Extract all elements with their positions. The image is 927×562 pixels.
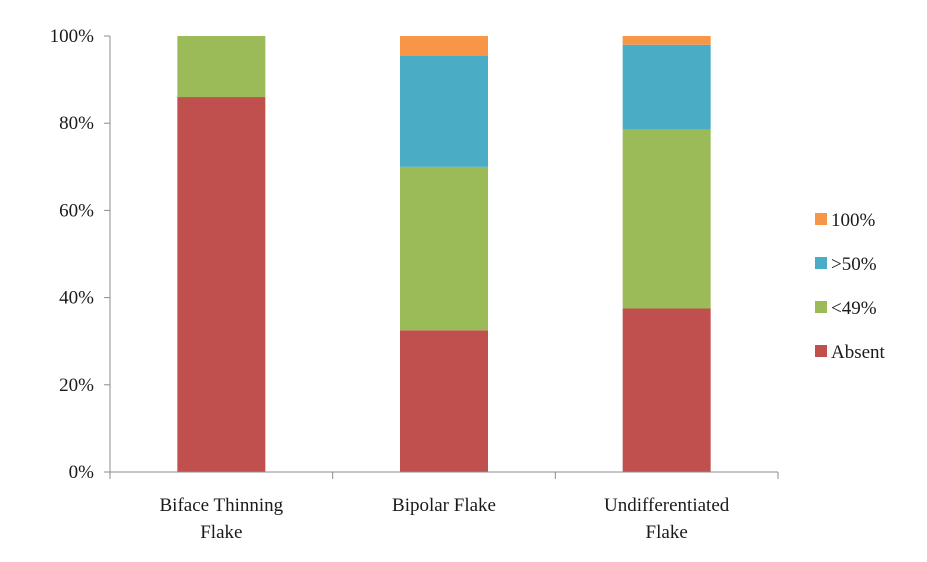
bar-segment (622, 36, 711, 45)
legend: 100% >50% <49% Absent (815, 210, 886, 363)
y-tick-label: 60% (59, 200, 94, 221)
bar-segment (177, 97, 266, 472)
x-category-label: Undifferentiated (604, 495, 730, 516)
legend-swatch (815, 345, 827, 357)
legend-swatch (815, 301, 827, 313)
y-tick-label: 0% (69, 462, 95, 483)
bars (177, 36, 711, 472)
bar-segment (400, 330, 488, 472)
x-category-label: Flake (646, 522, 688, 543)
bar-segment (177, 36, 266, 98)
bar-segment (400, 55, 488, 167)
x-category-label: Biface Thinning (160, 495, 284, 516)
bar-segment (622, 129, 711, 309)
x-category-label: Bipolar Flake (392, 495, 496, 516)
legend-swatch (815, 213, 827, 225)
y-axis: 0% 20% 40% 60% 80% 100% (50, 26, 111, 483)
y-tick-label: 20% (59, 375, 94, 396)
x-axis: Biface Thinning Flake Bipolar Flake Undiffe… (109, 471, 779, 543)
legend-label: 100% (831, 210, 876, 231)
x-category-label: Flake (200, 522, 242, 543)
legend-label: <49% (831, 298, 877, 319)
legend-label: >50% (831, 254, 877, 275)
legend-label: Absent (831, 342, 886, 363)
bar-segment (400, 166, 488, 331)
bar-segment (400, 36, 488, 56)
y-tick-label: 100% (50, 26, 95, 47)
bar-segment (622, 308, 711, 472)
bar-segment (622, 44, 711, 130)
y-tick-label: 40% (59, 288, 94, 309)
legend-swatch (815, 257, 827, 269)
y-tick-label: 80% (59, 113, 94, 134)
